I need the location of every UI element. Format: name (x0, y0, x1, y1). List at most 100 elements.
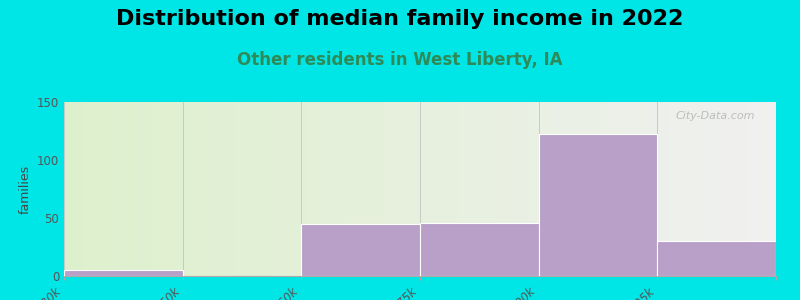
Bar (126, 102, 128, 276)
Bar (636, 102, 638, 276)
Bar (722, 102, 724, 276)
Bar (413, 102, 415, 276)
Bar (66, 102, 69, 276)
Bar (386, 102, 389, 276)
Bar (550, 102, 553, 276)
Bar (74, 102, 76, 276)
Bar (582, 102, 584, 276)
Bar (558, 102, 560, 276)
Bar (370, 102, 373, 276)
Bar (306, 102, 309, 276)
Bar (676, 102, 678, 276)
Bar (446, 102, 449, 276)
Bar (187, 102, 190, 276)
Bar (242, 102, 244, 276)
Bar (391, 102, 394, 276)
Bar (622, 102, 624, 276)
Bar (646, 102, 648, 276)
Bar (235, 102, 238, 276)
Bar (437, 102, 439, 276)
Bar (313, 102, 315, 276)
Bar (111, 102, 114, 276)
Bar (152, 102, 154, 276)
Bar (221, 102, 223, 276)
Bar (382, 102, 384, 276)
Bar (686, 102, 688, 276)
Bar (572, 102, 574, 276)
Bar (123, 102, 126, 276)
Bar (251, 102, 254, 276)
Bar (634, 102, 636, 276)
Bar (719, 102, 722, 276)
Bar (594, 102, 596, 276)
Bar (617, 102, 619, 276)
Bar (311, 102, 314, 276)
Bar (444, 102, 446, 276)
Bar (98, 102, 99, 276)
Bar (678, 102, 681, 276)
Bar (282, 102, 285, 276)
Bar (294, 102, 297, 276)
Bar (695, 102, 698, 276)
Bar (190, 102, 192, 276)
Bar (774, 102, 776, 276)
Bar (233, 102, 235, 276)
Bar (142, 102, 145, 276)
Bar (574, 102, 577, 276)
Bar (482, 102, 484, 276)
Bar (653, 102, 655, 276)
Bar (762, 102, 764, 276)
Bar (641, 102, 643, 276)
Bar (116, 102, 118, 276)
Bar (396, 102, 398, 276)
Bar (363, 102, 366, 276)
Bar (278, 102, 280, 276)
Bar (465, 102, 467, 276)
Bar (218, 102, 221, 276)
Bar (658, 241, 776, 276)
Bar (738, 102, 740, 276)
Bar (244, 102, 246, 276)
Bar (750, 102, 752, 276)
Bar (375, 102, 378, 276)
Bar (674, 102, 676, 276)
Bar (361, 102, 363, 276)
Bar (332, 102, 334, 276)
Bar (292, 102, 294, 276)
Bar (598, 102, 600, 276)
Bar (501, 102, 503, 276)
Bar (368, 102, 370, 276)
Bar (570, 102, 572, 276)
Bar (230, 102, 233, 276)
Bar (135, 102, 138, 276)
Bar (658, 102, 660, 276)
Bar (591, 102, 594, 276)
Bar (178, 102, 180, 276)
Bar (93, 102, 95, 276)
Bar (605, 102, 607, 276)
Bar (297, 102, 299, 276)
Text: Other residents in West Liberty, IA: Other residents in West Liberty, IA (238, 51, 562, 69)
Bar (169, 102, 171, 276)
Bar (430, 102, 432, 276)
Bar (204, 102, 206, 276)
Bar (202, 102, 204, 276)
Bar (454, 102, 456, 276)
Bar (422, 102, 425, 276)
Bar (474, 102, 477, 276)
Bar (394, 102, 396, 276)
Bar (380, 102, 382, 276)
Bar (710, 102, 712, 276)
Bar (626, 102, 629, 276)
Bar (410, 102, 413, 276)
Bar (322, 102, 325, 276)
Bar (280, 102, 282, 276)
Bar (669, 102, 671, 276)
Bar (206, 102, 209, 276)
Bar (766, 102, 769, 276)
Bar (734, 102, 736, 276)
Bar (180, 102, 182, 276)
Bar (451, 102, 454, 276)
Bar (266, 102, 268, 276)
Bar (538, 134, 658, 276)
